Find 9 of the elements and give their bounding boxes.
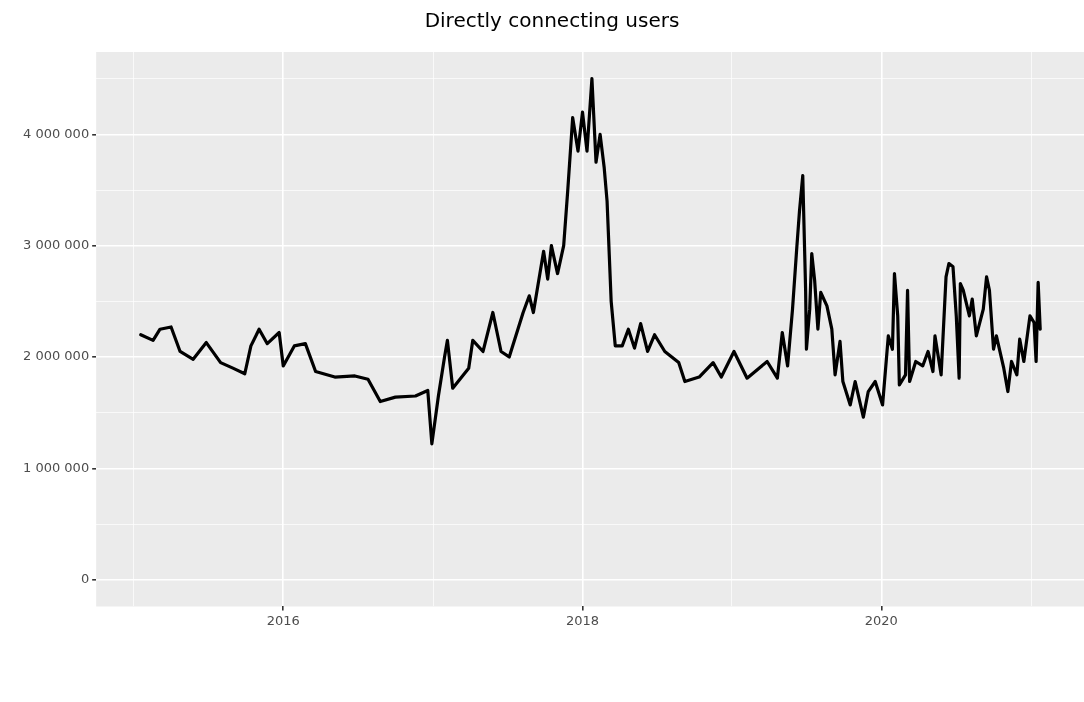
y-tick-label: 1 000 000 — [22, 459, 90, 475]
y-tick-label: 0 — [80, 571, 90, 587]
x-tick-label: 2020 — [864, 612, 898, 628]
chart-title: Directly connecting users — [424, 8, 680, 33]
y-tick-label: 3 000 000 — [22, 237, 90, 253]
x-tick-label: 2016 — [266, 612, 300, 628]
y-tick-label: 2 000 000 — [22, 348, 90, 364]
x-tick-label: 2018 — [565, 612, 600, 628]
y-tick-label: 4 000 000 — [22, 125, 90, 141]
